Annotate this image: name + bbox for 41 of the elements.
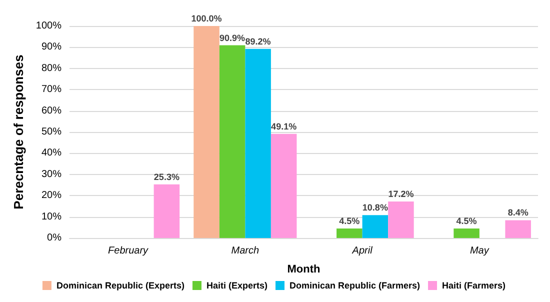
y-tick-label: 90% — [41, 42, 62, 53]
bar — [505, 220, 531, 238]
data-label: 17.2% — [388, 189, 414, 200]
bar — [336, 228, 362, 238]
bar — [270, 134, 297, 238]
data-label: 4.5% — [339, 216, 360, 226]
legend-label: Dominican Republic (Experts) — [56, 280, 184, 290]
x-tick-label: March — [231, 246, 260, 256]
x-tick-label: February — [108, 246, 150, 256]
y-tick-label: 100% — [36, 20, 62, 32]
legend-label: Dominican Republic (Farmers) — [289, 280, 420, 290]
bar — [154, 184, 180, 238]
bar — [362, 215, 388, 238]
y-tick-label: 30% — [41, 168, 62, 180]
y-tick-label: 0% — [47, 232, 62, 244]
legend-label: Haiti (Experts) — [206, 280, 268, 290]
y-tick-label: 20% — [41, 190, 62, 202]
data-label: 10.8% — [362, 202, 388, 213]
x-axis-title: Month — [287, 264, 321, 276]
x-tick-label: May — [470, 246, 490, 256]
y-tick-label: 70% — [41, 84, 62, 96]
data-label: 49.1% — [271, 121, 297, 132]
y-tick-label: 50% — [41, 126, 62, 138]
y-axis-title: Perecntage of responses — [11, 54, 26, 210]
bar — [194, 26, 220, 238]
legend-label: Haiti (Farmers) — [442, 280, 506, 290]
data-label: 100.0% — [191, 14, 222, 24]
y-tick-label: 40% — [41, 148, 62, 159]
y-tick-label: 10% — [41, 211, 62, 222]
bar — [454, 228, 480, 238]
y-tick-label: 80% — [41, 62, 62, 74]
y-tick-label: 60% — [41, 105, 62, 116]
bar — [219, 45, 246, 238]
data-label: 8.4% — [508, 208, 528, 218]
data-label: 90.9% — [220, 32, 246, 43]
bar — [388, 202, 414, 238]
data-label: 25.3% — [154, 172, 180, 182]
data-label: 4.5% — [456, 216, 477, 226]
bar — [245, 48, 271, 238]
x-tick-label: April — [351, 246, 374, 256]
data-label: 89.2% — [245, 36, 271, 46]
